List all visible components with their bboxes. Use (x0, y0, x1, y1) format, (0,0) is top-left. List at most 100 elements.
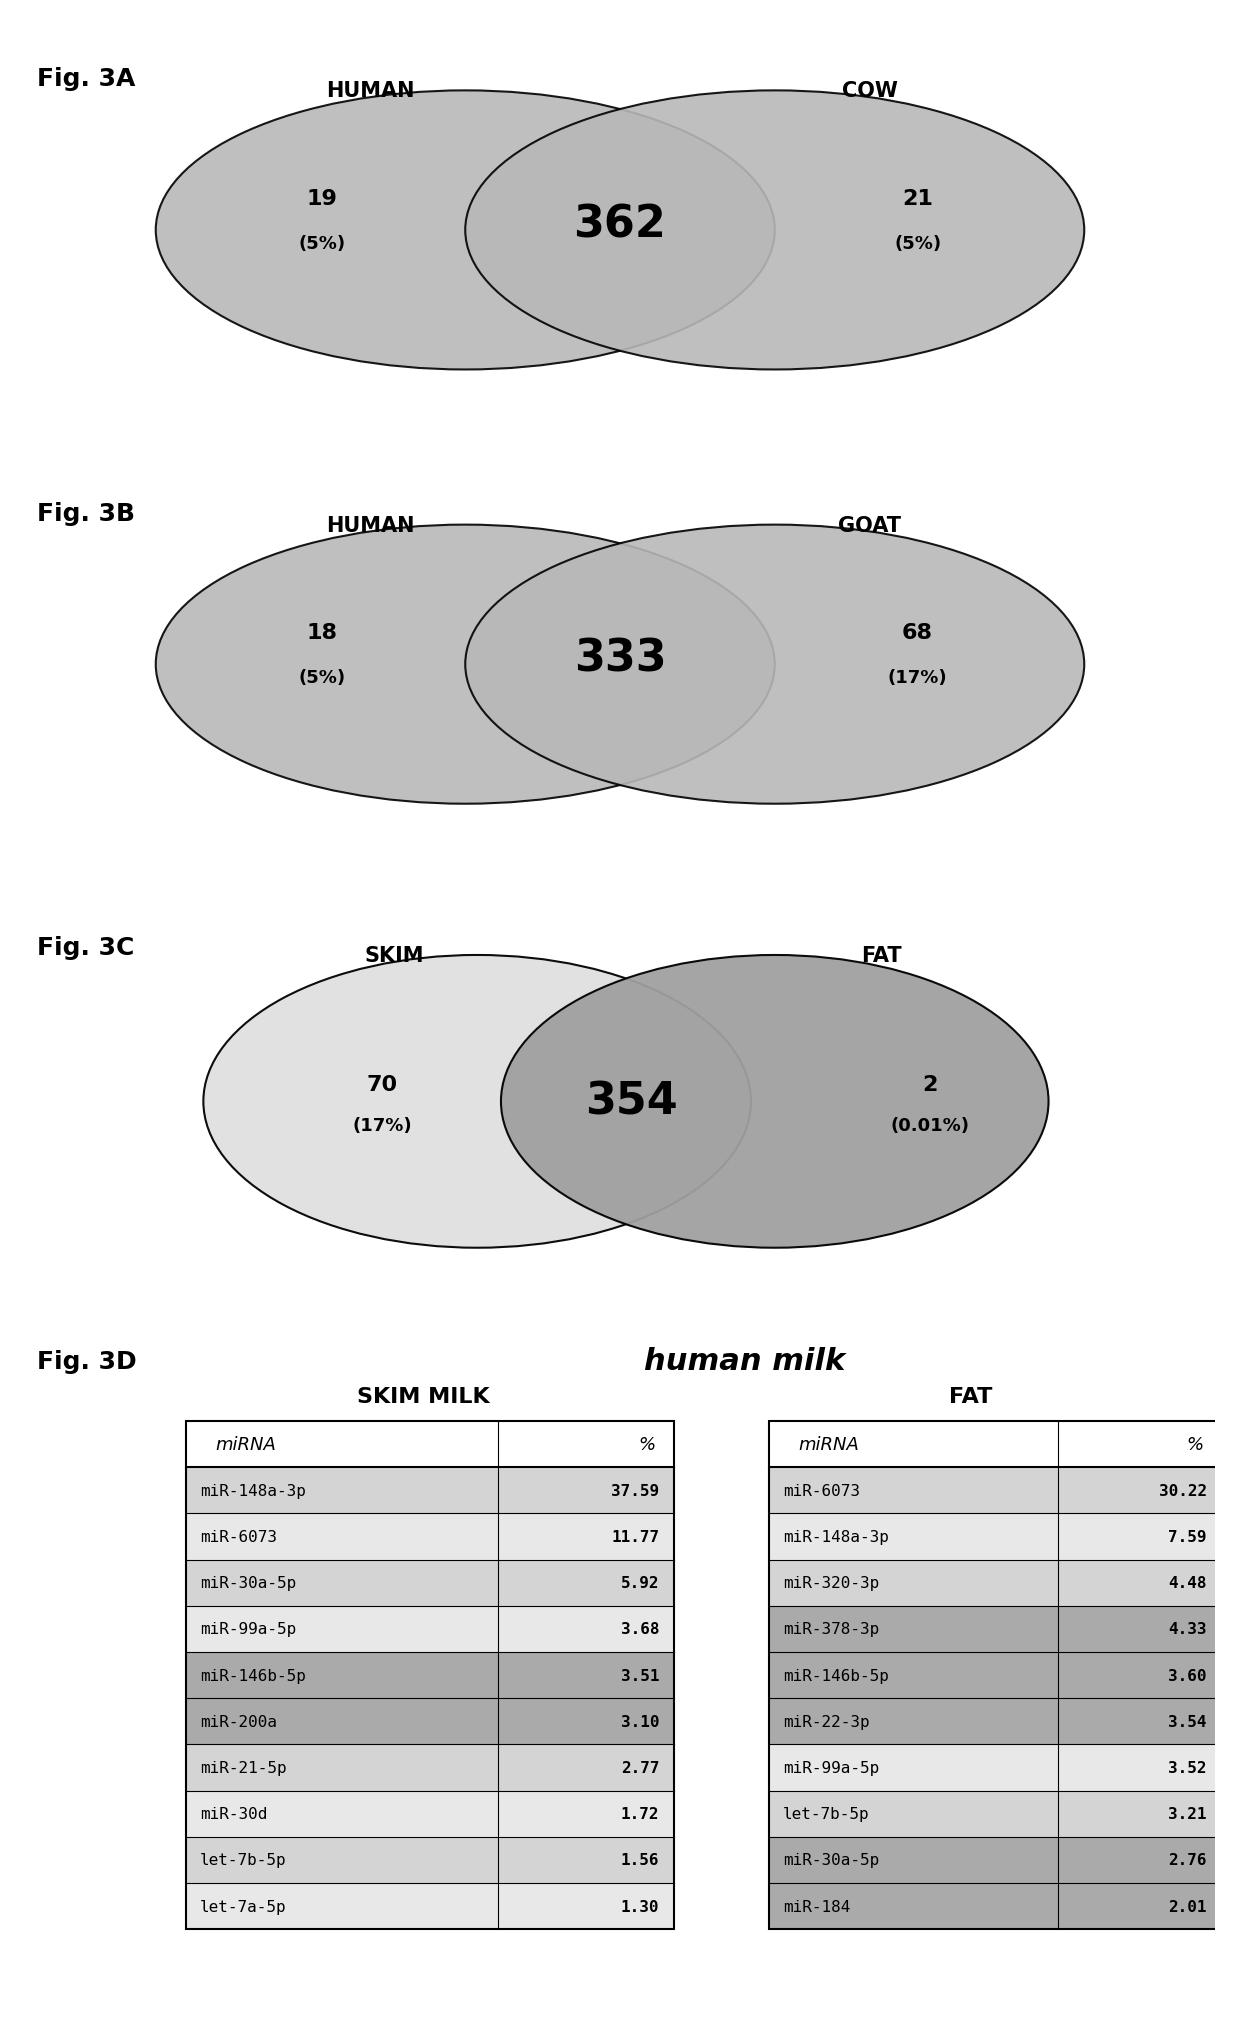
Text: 11.77: 11.77 (611, 1529, 660, 1545)
Text: 3.21: 3.21 (1168, 1807, 1207, 1821)
Text: 3.51: 3.51 (621, 1669, 660, 1683)
Text: miR-99a-5p: miR-99a-5p (200, 1622, 296, 1636)
Bar (186, 1699, 673, 1744)
Text: SKIM: SKIM (365, 946, 424, 966)
Text: let-7a-5p: let-7a-5p (200, 1898, 286, 1914)
Bar (769, 1421, 1221, 1468)
Text: 1.72: 1.72 (621, 1807, 660, 1821)
Text: 3.68: 3.68 (621, 1622, 660, 1636)
Text: 2.77: 2.77 (621, 1760, 660, 1774)
Bar (769, 1514, 1221, 1559)
Text: 30.22: 30.22 (1158, 1484, 1207, 1498)
Text: miR-30a-5p: miR-30a-5p (200, 1575, 296, 1589)
Bar (186, 1884, 673, 1928)
Text: miR-184: miR-184 (784, 1898, 851, 1914)
Bar (769, 1468, 1221, 1514)
Text: FAT: FAT (950, 1386, 993, 1407)
Text: 3.52: 3.52 (1168, 1760, 1207, 1774)
Text: COW: COW (842, 81, 898, 102)
Text: miR-6073: miR-6073 (200, 1529, 277, 1545)
Text: (5%): (5%) (299, 668, 346, 686)
Text: miR-148a-3p: miR-148a-3p (784, 1529, 889, 1545)
Text: 21: 21 (903, 189, 932, 209)
Text: (5%): (5%) (894, 235, 941, 252)
Text: (0.01%): (0.01%) (890, 1116, 968, 1135)
Text: Fig. 3C: Fig. 3C (37, 936, 134, 960)
Text: 4.33: 4.33 (1168, 1622, 1207, 1636)
Text: HUMAN: HUMAN (326, 516, 414, 536)
Text: miR-146b-5p: miR-146b-5p (784, 1669, 889, 1683)
Text: 5.92: 5.92 (621, 1575, 660, 1589)
Bar (186, 1790, 673, 1837)
Bar (769, 1421, 1221, 1928)
Text: 1.56: 1.56 (621, 1853, 660, 1868)
Text: 2.01: 2.01 (1168, 1898, 1207, 1914)
Text: FAT: FAT (862, 946, 903, 966)
Bar (769, 1744, 1221, 1790)
Text: miR-378-3p: miR-378-3p (784, 1622, 879, 1636)
Bar (769, 1699, 1221, 1744)
Bar (769, 1884, 1221, 1928)
Text: 7.59: 7.59 (1168, 1529, 1207, 1545)
Text: Fig. 3D: Fig. 3D (37, 1350, 136, 1372)
Text: 354: 354 (585, 1080, 678, 1123)
Bar (186, 1837, 673, 1884)
Text: miRNA: miRNA (216, 1435, 277, 1453)
Text: 19: 19 (308, 189, 337, 209)
Text: Fig. 3A: Fig. 3A (37, 67, 135, 91)
Text: miR-99a-5p: miR-99a-5p (784, 1760, 879, 1774)
Text: 68: 68 (903, 623, 934, 644)
Bar (769, 1559, 1221, 1606)
Text: let-7b-5p: let-7b-5p (200, 1853, 286, 1868)
Text: SKIM MILK: SKIM MILK (357, 1386, 490, 1407)
Text: (5%): (5%) (299, 235, 346, 252)
Text: (17%): (17%) (888, 668, 947, 686)
Bar (769, 1652, 1221, 1699)
Text: miR-21-5p: miR-21-5p (200, 1760, 286, 1774)
Bar (769, 1606, 1221, 1652)
Text: 1.30: 1.30 (621, 1898, 660, 1914)
Ellipse shape (465, 91, 1084, 369)
Text: 333: 333 (574, 637, 666, 680)
Ellipse shape (465, 526, 1084, 804)
Text: 37.59: 37.59 (611, 1484, 660, 1498)
Text: 70: 70 (366, 1074, 398, 1094)
Text: 3.10: 3.10 (621, 1713, 660, 1730)
Text: miR-200a: miR-200a (200, 1713, 277, 1730)
Bar (186, 1559, 673, 1606)
Bar (186, 1468, 673, 1514)
Text: 2: 2 (921, 1074, 937, 1094)
Bar (186, 1421, 673, 1928)
Text: miR-22-3p: miR-22-3p (784, 1713, 869, 1730)
Text: GOAT: GOAT (838, 516, 901, 536)
Text: miR-320-3p: miR-320-3p (784, 1575, 879, 1589)
Text: miR-148a-3p: miR-148a-3p (200, 1484, 306, 1498)
Ellipse shape (156, 91, 775, 369)
Text: 3.60: 3.60 (1168, 1669, 1207, 1683)
Ellipse shape (156, 526, 775, 804)
Text: miR-146b-5p: miR-146b-5p (200, 1669, 306, 1683)
Text: miR-30d: miR-30d (200, 1807, 267, 1821)
Bar (186, 1514, 673, 1559)
Text: miR-6073: miR-6073 (784, 1484, 861, 1498)
Text: miR-30a-5p: miR-30a-5p (784, 1853, 879, 1868)
Text: miRNA: miRNA (799, 1435, 859, 1453)
Bar (186, 1421, 673, 1468)
Text: 4.48: 4.48 (1168, 1575, 1207, 1589)
Text: human milk: human milk (645, 1346, 846, 1376)
Text: 2.76: 2.76 (1168, 1853, 1207, 1868)
Ellipse shape (203, 956, 751, 1248)
Text: %: % (639, 1435, 656, 1453)
Text: 3.54: 3.54 (1168, 1713, 1207, 1730)
Text: (17%): (17%) (352, 1116, 412, 1135)
Bar (769, 1790, 1221, 1837)
Text: %: % (1187, 1435, 1203, 1453)
Ellipse shape (501, 956, 1049, 1248)
Text: HUMAN: HUMAN (326, 81, 414, 102)
Text: Fig. 3B: Fig. 3B (37, 501, 135, 526)
Text: 362: 362 (574, 203, 666, 246)
Text: 18: 18 (308, 623, 337, 644)
Bar (186, 1652, 673, 1699)
Bar (186, 1606, 673, 1652)
Text: let-7b-5p: let-7b-5p (784, 1807, 869, 1821)
